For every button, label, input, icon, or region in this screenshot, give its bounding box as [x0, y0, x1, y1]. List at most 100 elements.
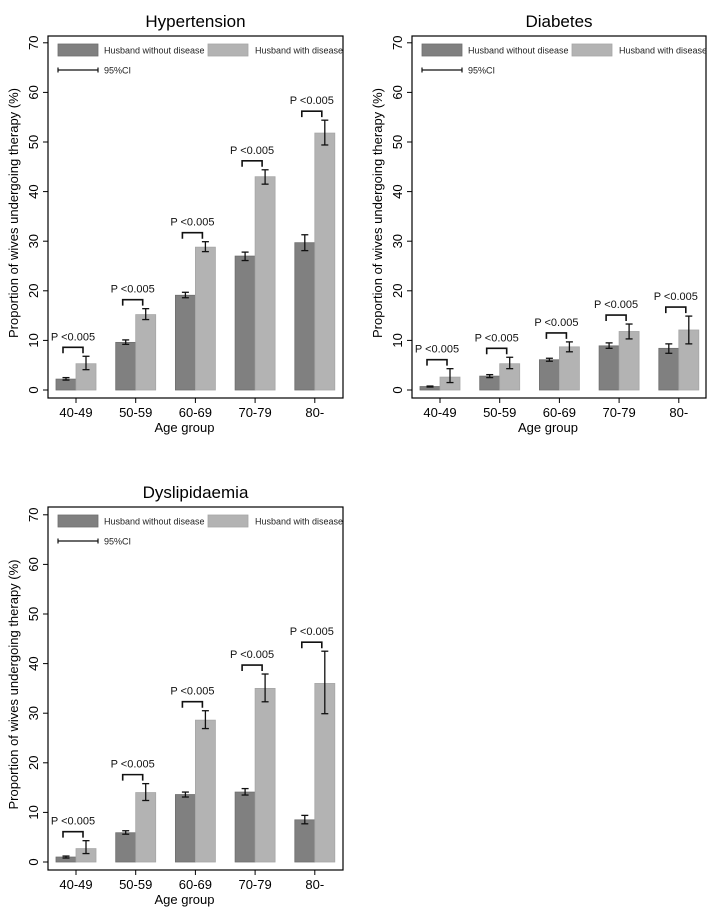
- error-bar: [261, 169, 269, 185]
- error-bar: [426, 385, 434, 388]
- legend-swatch-without-disease: [57, 43, 99, 57]
- p-value-label: P <0.005: [170, 686, 214, 698]
- legend-label-ci: 95%CI: [104, 66, 131, 76]
- error-bar: [625, 323, 633, 340]
- legend-label-without-disease: Husband without disease: [104, 46, 205, 56]
- significance-bracket: [545, 332, 568, 339]
- p-value-label: P <0.005: [51, 331, 95, 343]
- x-tick-label: 40-49: [423, 405, 456, 420]
- y-tick-label: 60: [26, 557, 41, 571]
- bar-without-disease: [598, 345, 620, 391]
- significance-bracket: [485, 347, 508, 355]
- error-bar: [82, 840, 90, 855]
- p-value-label: P <0.005: [51, 816, 95, 828]
- y-tick-label: 10: [26, 805, 41, 819]
- chart-panel-hypertension: Hypertension 0 10 20 30 40 50 60 70 Proportion of…: [6, 12, 344, 435]
- bar-without-disease: [294, 819, 316, 863]
- bar-with-disease: [194, 719, 216, 863]
- bar-with-disease: [254, 688, 276, 863]
- y-tick-label: 20: [390, 284, 405, 298]
- legend-label-without-disease: Husband without disease: [468, 46, 569, 56]
- x-tick-label: 60-69: [543, 405, 576, 420]
- error-bar: [122, 339, 130, 346]
- y-tick-label: 0: [390, 386, 405, 393]
- chart-panel-diabetes: Diabetes 0 10 20 30 40 50 60 70 Proportion of wiv…: [370, 12, 707, 435]
- p-value-label: P <0.005: [111, 759, 155, 771]
- significance-bracket: [665, 306, 687, 314]
- significance-bracket: [241, 159, 263, 167]
- x-tick-label: 60-69: [179, 877, 212, 892]
- p-value-label: P <0.005: [111, 284, 155, 296]
- y-tick-label: 30: [390, 234, 405, 248]
- chart-title: Hypertension: [145, 12, 245, 31]
- error-bar: [142, 308, 150, 321]
- chart-panel-dyslipidaemia: Dyslipidaemia 0 10 20 30 40 50 60 70 Proportion o…: [6, 483, 344, 907]
- x-tick-label: 40-49: [59, 405, 92, 420]
- legend-swatch-with-disease: [207, 43, 249, 57]
- y-tick-label: 20: [26, 756, 41, 770]
- significance-bracket: [121, 298, 144, 306]
- bar-without-disease: [115, 832, 137, 863]
- legend: Husband without disease Husband with dise…: [57, 514, 343, 547]
- p-value-label: P <0.005: [594, 299, 638, 311]
- chart-title: Diabetes: [525, 12, 592, 31]
- error-bar: [665, 343, 673, 354]
- bar-without-disease: [174, 294, 196, 391]
- significance-bracket: [181, 231, 204, 239]
- legend: Husband without disease Husband with dise…: [421, 43, 707, 76]
- error-bar: [301, 814, 309, 825]
- legend: Husband without disease Husband with dise…: [57, 43, 343, 76]
- legend-label-ci: 95%CI: [468, 66, 495, 76]
- legend-label-with-disease: Husband with disease: [619, 46, 707, 56]
- y-tick-label: 40: [390, 184, 405, 198]
- y-tick-label: 30: [26, 234, 41, 248]
- error-bar: [241, 787, 249, 796]
- bar-with-disease: [314, 132, 336, 391]
- p-value-label: P <0.005: [654, 291, 698, 303]
- y-tick-label: 60: [26, 85, 41, 99]
- significance-bracket: [121, 773, 144, 781]
- bar-without-disease: [234, 255, 256, 391]
- bar-with-disease: [254, 176, 276, 391]
- significance-bracket: [62, 830, 84, 838]
- y-tick-label: 20: [26, 284, 41, 298]
- legend-label-with-disease: Husband with disease: [255, 46, 343, 56]
- y-tick-label: 0: [26, 858, 41, 865]
- error-bar: [321, 119, 329, 146]
- y-tick-label: 60: [390, 85, 405, 99]
- bar-without-disease: [658, 347, 680, 391]
- error-bar: [565, 341, 573, 353]
- p-value-label: P <0.005: [230, 145, 274, 157]
- y-tick-label: 0: [26, 386, 41, 393]
- error-bar: [241, 251, 249, 262]
- error-bar: [181, 291, 189, 299]
- y-tick-label: 70: [390, 36, 405, 50]
- error-bar: [122, 830, 130, 835]
- y-tick-label: 40: [26, 656, 41, 670]
- error-bar: [301, 234, 309, 252]
- y-axis-title: Proportion of wives undergoing therapy (…: [370, 88, 385, 338]
- error-bar: [82, 355, 90, 371]
- y-tick-label: 10: [26, 333, 41, 347]
- bar-without-disease: [174, 794, 196, 863]
- p-value-label: P <0.005: [534, 317, 578, 329]
- y-tick-label: 50: [26, 135, 41, 149]
- x-tick-label: 60-69: [179, 405, 212, 420]
- p-value-label: P <0.005: [170, 217, 214, 229]
- x-axis-title: Age group: [155, 420, 215, 435]
- bar-without-disease: [234, 791, 256, 863]
- x-tick-label: 80-: [669, 405, 688, 420]
- legend-swatch-without-disease: [57, 514, 99, 528]
- significance-bracket: [301, 641, 323, 649]
- error-bar: [62, 855, 70, 859]
- significance-bracket: [301, 110, 323, 118]
- y-tick-label: 50: [390, 135, 405, 149]
- significance-bracket: [181, 700, 204, 708]
- p-value-label: P <0.005: [290, 95, 334, 107]
- y-tick-label: 70: [26, 508, 41, 522]
- p-value-label: P <0.005: [290, 626, 334, 638]
- y-axis-title: Proportion of wives undergoing therapy (…: [6, 559, 21, 809]
- legend-swatch-with-disease: [571, 43, 613, 57]
- significance-bracket: [605, 314, 627, 322]
- error-bar: [685, 315, 693, 345]
